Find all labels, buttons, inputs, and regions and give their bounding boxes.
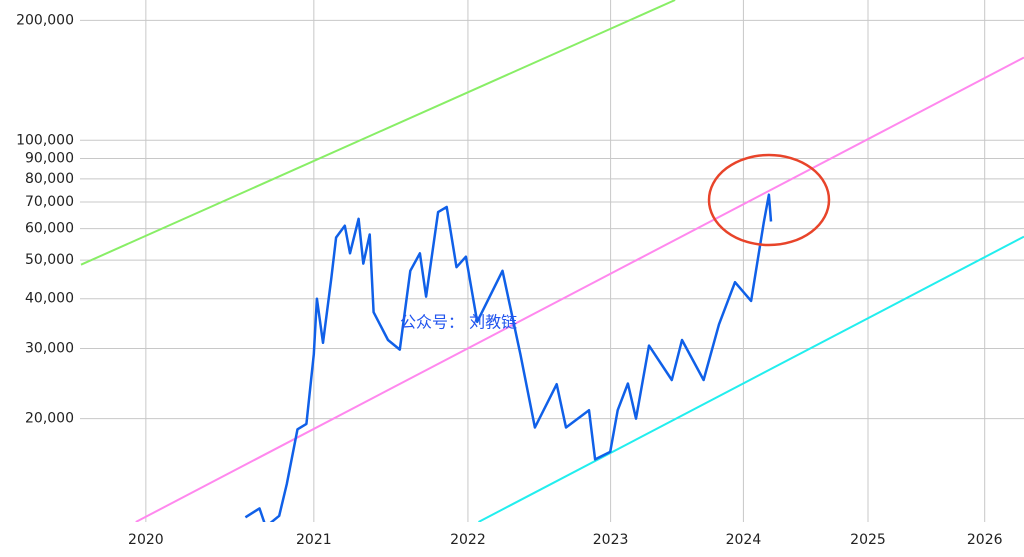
x-tick-label: 2026 — [967, 532, 1003, 548]
y-tick-label: 50,000 — [25, 252, 74, 268]
x-tick-label: 2023 — [593, 532, 629, 548]
y-tick-label: 100,000 — [16, 132, 74, 148]
highlight-ellipse — [707, 153, 831, 247]
series-line — [244, 193, 773, 522]
x-tick-label: 2022 — [450, 532, 486, 548]
x-tick-label: 2024 — [726, 532, 762, 548]
x-tick-label: 2020 — [128, 532, 164, 548]
grid — [80, 0, 1024, 522]
series-line — [135, 56, 1024, 522]
x-tick-label: 2025 — [850, 532, 886, 548]
x-tick-label: 2021 — [296, 532, 332, 548]
y-tick-label: 20,000 — [25, 411, 74, 427]
series-line — [80, 0, 676, 266]
series-line — [478, 235, 1024, 522]
lines — [80, 0, 1024, 522]
y-tick-label: 80,000 — [25, 171, 74, 187]
y-tick-label: 90,000 — [25, 150, 74, 166]
watermark: 公众号： 刘教链 — [400, 313, 517, 332]
y-tick-label: 30,000 — [25, 340, 74, 356]
y-tick-label: 60,000 — [25, 221, 74, 237]
y-tick-label: 70,000 — [25, 194, 74, 210]
y-tick-label: 200,000 — [16, 12, 74, 28]
y-tick-label: 40,000 — [25, 291, 74, 307]
